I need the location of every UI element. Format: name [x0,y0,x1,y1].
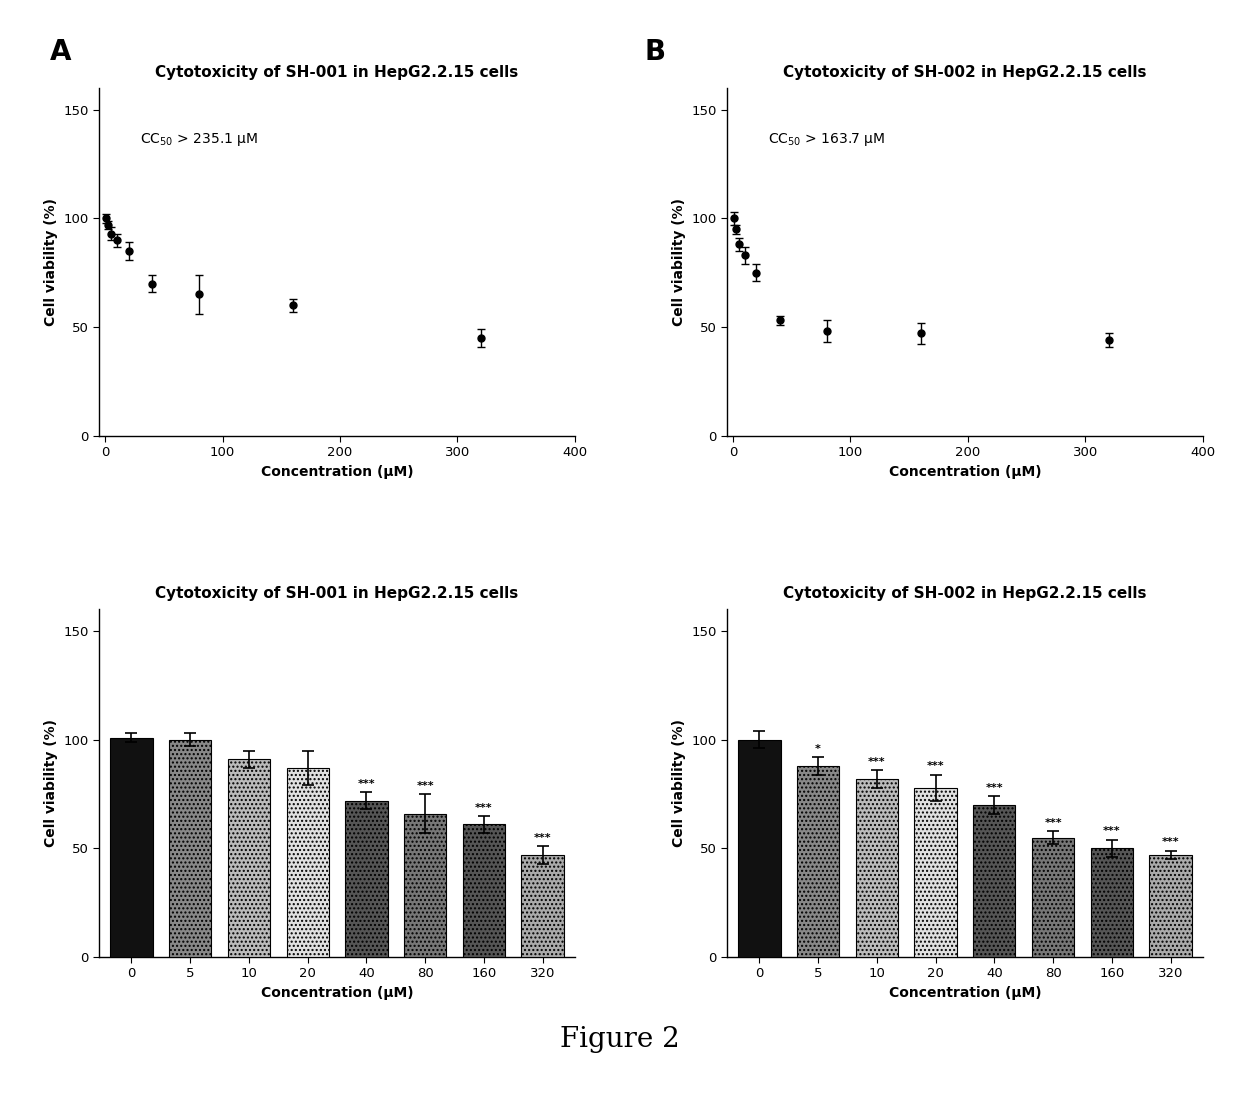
Bar [1149,855,1192,957]
Bar [914,788,957,957]
Title: Cytotoxicity of SH-002 in HepG2.2.15 cells: Cytotoxicity of SH-002 in HepG2.2.15 cel… [784,65,1147,80]
Text: CC$_{50}$ > 163.7 μM: CC$_{50}$ > 163.7 μM [769,132,885,148]
Y-axis label: Cell viability (%): Cell viability (%) [43,198,58,326]
Text: A: A [50,39,71,66]
Text: B: B [645,39,666,66]
X-axis label: Concentration (μM): Concentration (μM) [889,464,1042,478]
Text: ***: *** [417,781,434,791]
Text: ***: *** [926,761,945,771]
Bar [228,759,270,957]
Text: ***: *** [533,833,552,843]
Bar [856,779,898,957]
X-axis label: Concentration (μM): Concentration (μM) [889,986,1042,1000]
Title: Cytotoxicity of SH-001 in HepG2.2.15 cells: Cytotoxicity of SH-001 in HepG2.2.15 cel… [155,586,518,602]
Text: ***: *** [868,757,885,767]
Text: CC$_{50}$ > 235.1 μM: CC$_{50}$ > 235.1 μM [140,132,259,148]
Bar [973,805,1016,957]
Bar [463,825,505,957]
Text: ***: *** [475,803,492,813]
Bar [404,814,446,957]
Text: Figure 2: Figure 2 [560,1026,680,1053]
Text: *: * [815,744,821,754]
Text: ***: *** [1162,837,1179,847]
Title: Cytotoxicity of SH-002 in HepG2.2.15 cells: Cytotoxicity of SH-002 in HepG2.2.15 cel… [784,586,1147,602]
Title: Cytotoxicity of SH-001 in HepG2.2.15 cells: Cytotoxicity of SH-001 in HepG2.2.15 cel… [155,65,518,80]
Text: ***: *** [357,779,376,789]
Bar [1032,837,1074,957]
Bar [797,766,839,957]
X-axis label: Concentration (μM): Concentration (μM) [260,464,413,478]
Bar [345,801,388,957]
Y-axis label: Cell viability (%): Cell viability (%) [672,198,686,326]
Y-axis label: Cell viability (%): Cell viability (%) [43,719,58,847]
Text: ***: *** [1102,826,1121,836]
X-axis label: Concentration (μM): Concentration (μM) [260,986,413,1000]
Text: ***: *** [986,783,1003,793]
Bar [286,768,329,957]
Bar [522,855,564,957]
Bar [1091,848,1133,957]
Bar [169,739,211,957]
Bar [110,738,153,957]
Y-axis label: Cell viability (%): Cell viability (%) [672,719,686,847]
Bar [738,739,780,957]
Text: ***: *** [1044,817,1061,827]
